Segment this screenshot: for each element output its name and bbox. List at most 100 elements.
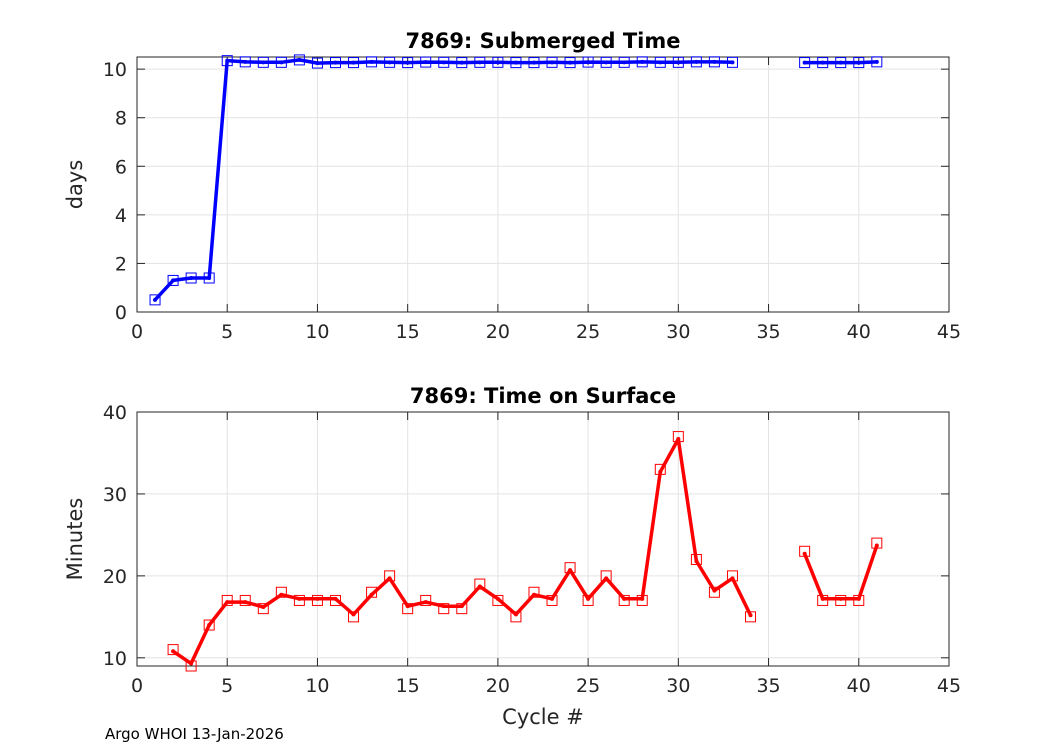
- chart1-x-tick-label: 45: [937, 321, 961, 343]
- chart1-line-dot: [531, 60, 536, 65]
- chart2-y-tick-label: 10: [103, 648, 127, 670]
- chart1-data-point: [185, 272, 197, 284]
- chart1-data-point: [239, 56, 251, 68]
- chart1-line-dot: [676, 60, 681, 65]
- chart2-x-tick-label: 20: [486, 675, 510, 697]
- chart1-data-point: [348, 57, 360, 69]
- chart1-line-dot: [640, 59, 645, 64]
- chart2-data-point: [402, 603, 414, 615]
- chart2-line-dot: [351, 612, 356, 617]
- chart1-line-dot: [495, 60, 500, 65]
- chart2-line-dot: [297, 596, 302, 601]
- chart2-line-dot: [640, 596, 645, 601]
- chart1-x-tick-label: 30: [666, 321, 690, 343]
- chart1-line-dot: [297, 57, 302, 62]
- chart1-x-tick-label: 0: [131, 321, 143, 343]
- chart1-y-tick-label: 10: [103, 59, 127, 81]
- chart1-line-dot: [820, 60, 825, 65]
- chart1-y-tick-label: 4: [115, 205, 127, 227]
- chart2-data-point: [618, 594, 630, 606]
- chart2-line-dot: [513, 612, 518, 617]
- chart2-x-tick-label: 25: [576, 675, 600, 697]
- chart2-data-point: [474, 578, 486, 590]
- chart1-line-dot: [694, 59, 699, 64]
- chart2-x-tick-label: 40: [847, 675, 871, 697]
- chart2-y-axis-label: Minutes: [63, 498, 87, 581]
- chart1-x-tick-label: 15: [396, 321, 420, 343]
- chart1-x-tick-label: 35: [756, 321, 780, 343]
- chart2-data-point: [672, 431, 684, 443]
- chart1-data-point: [600, 56, 612, 68]
- chart1-data-point: [546, 56, 558, 68]
- chart1-line-dot: [387, 60, 392, 65]
- chart2-data-point: [239, 594, 251, 606]
- chart2-line-dot: [676, 437, 681, 442]
- chart2-line-dot: [387, 576, 392, 581]
- chart1-data-point: [420, 56, 432, 68]
- chart2-line-dot: [315, 596, 320, 601]
- chart1-line-dot: [874, 59, 879, 64]
- chart1-data-point: [726, 56, 738, 68]
- chart2-data-point: [438, 603, 450, 615]
- chart1-line-dot: [153, 297, 158, 302]
- chart1-data-point: [293, 54, 305, 66]
- chart1-y-tick-label: 8: [115, 108, 127, 130]
- chart1-line-dot: [550, 60, 555, 65]
- chart2-data-point: [799, 545, 811, 557]
- chart2-line-dot: [748, 613, 753, 618]
- chart2-data-point: [582, 594, 594, 606]
- chart2-line-dot: [604, 576, 609, 581]
- chart2-line-dot: [171, 649, 176, 654]
- chart1-line-dot: [369, 59, 374, 64]
- chart2-y-tick-label: 20: [103, 566, 127, 588]
- chart1-data-point: [835, 57, 847, 69]
- chart2-data-point: [492, 594, 504, 606]
- chart2-data-point: [221, 594, 233, 606]
- chart1-line-dot: [225, 58, 230, 63]
- chart1-data-point: [582, 56, 594, 68]
- chart2-line-dot: [423, 600, 428, 605]
- chart1-data-point: [167, 274, 179, 286]
- chart1-line-dot: [622, 60, 627, 65]
- chart2-data-point: [817, 594, 829, 606]
- chart2-line-dot: [622, 596, 627, 601]
- chart2-x-tick-label: 15: [396, 675, 420, 697]
- chart1-line-dot: [189, 276, 194, 280]
- chart2-data-point: [456, 603, 468, 615]
- chart1-data-point: [708, 56, 720, 68]
- chart1-data-point: [871, 56, 883, 68]
- chart1-data-point: [510, 57, 522, 69]
- chart1-data-point: [329, 57, 341, 69]
- chart1-x-tick-label: 20: [486, 321, 510, 343]
- chart2-data-point: [600, 570, 612, 582]
- chart2-line-dot: [712, 588, 717, 593]
- chart1-line-dot: [586, 60, 591, 65]
- footer-text: Argo WHOI 13-Jan-2026: [105, 725, 284, 743]
- chart2-line-dot: [874, 543, 879, 548]
- chart1-x-tick-label: 40: [847, 321, 871, 343]
- chart2-x-tick-label: 10: [305, 675, 329, 697]
- chart1-line-dot: [513, 60, 518, 65]
- chart2-data-point: [654, 463, 666, 475]
- chart1-data-point: [528, 57, 540, 69]
- chart1-line-dot: [261, 60, 266, 65]
- chart1-data-point: [853, 57, 865, 69]
- chart1-y-tick-label: 6: [115, 156, 127, 178]
- chart2-line-dot: [441, 604, 446, 609]
- chart1-data-point: [564, 57, 576, 69]
- chart2-line-dot: [189, 661, 194, 666]
- chart2-line-dot: [207, 623, 212, 628]
- chart1-data-point: [492, 56, 504, 68]
- chart2-axes-box: [136, 411, 950, 667]
- chart2-line-dot: [225, 600, 230, 605]
- chart2-line-dot: [279, 592, 284, 597]
- chart2-data-point: [257, 603, 269, 615]
- chart1-data-point: [474, 56, 486, 68]
- chart1-line-dot: [856, 60, 861, 65]
- chart2-x-tick-label: 5: [221, 675, 233, 697]
- chart1-data-point: [366, 56, 378, 68]
- chart2-line-dot: [477, 584, 482, 589]
- chart2-x-tick-label: 30: [666, 675, 690, 697]
- chart2-line-dot: [856, 596, 861, 601]
